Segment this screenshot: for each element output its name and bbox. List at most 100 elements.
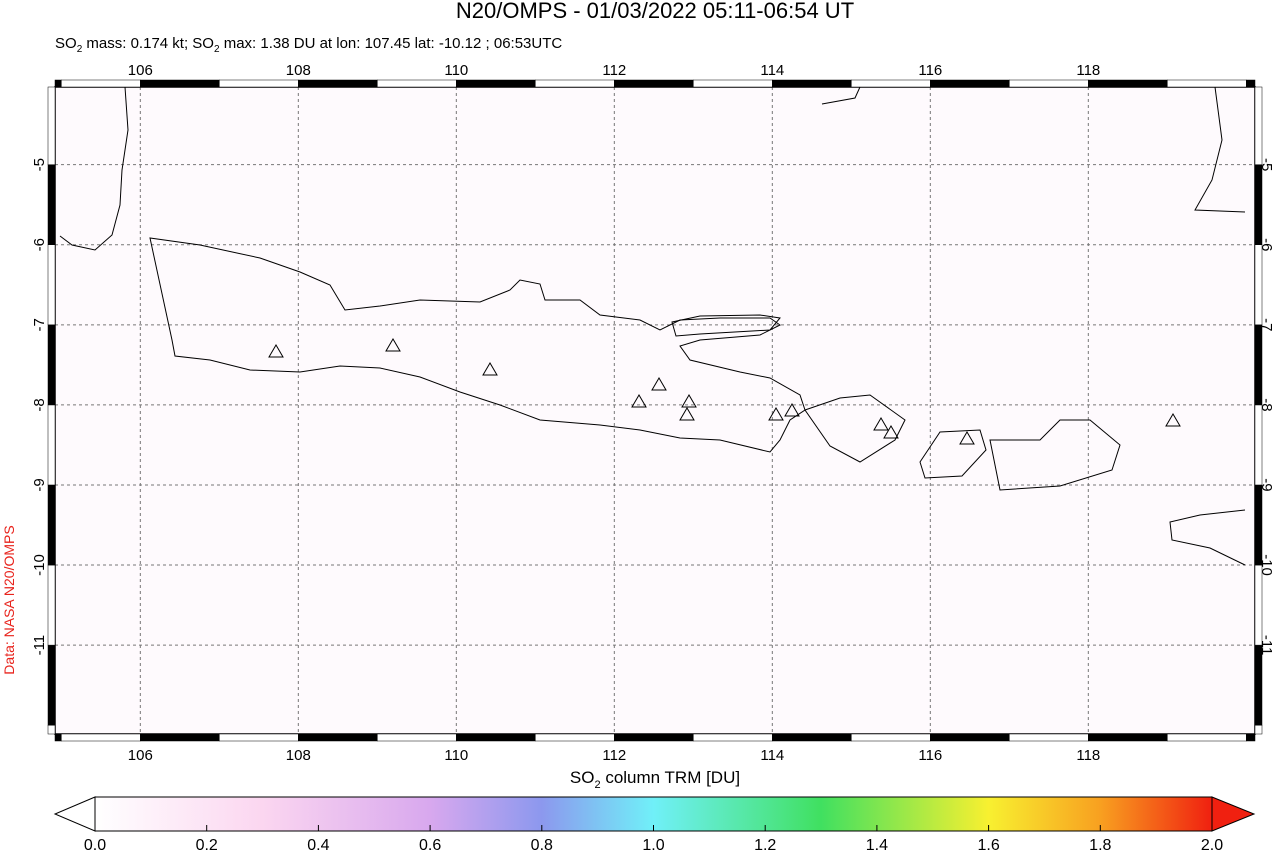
colorbar-over xyxy=(1211,796,1256,832)
frame-bar xyxy=(456,733,536,742)
colorbar-under xyxy=(53,796,96,832)
sumatra xyxy=(59,86,129,251)
y-tick-label: -10 xyxy=(1258,554,1272,576)
madura xyxy=(671,314,781,337)
frame-bar xyxy=(1167,733,1247,742)
frame-bar xyxy=(377,79,457,88)
frame-bar xyxy=(47,244,56,326)
frame-bar xyxy=(298,733,378,742)
frame-bar xyxy=(1254,484,1263,566)
subtitle-sub: 2 xyxy=(77,44,83,55)
volcano xyxy=(651,377,667,391)
volcano xyxy=(873,417,889,431)
frame-bar xyxy=(298,79,378,88)
volcano xyxy=(784,403,800,417)
frame-bar xyxy=(140,79,220,88)
y-tick-label: -6 xyxy=(1258,238,1272,251)
volcano xyxy=(385,338,401,352)
y-tick-label: -11 xyxy=(31,635,48,656)
subtitle: SO2 mass: 0.174 kt; SO2 max: 1.38 DU at … xyxy=(55,35,562,55)
frame-bar xyxy=(772,733,852,742)
volcano xyxy=(883,425,899,439)
frame-bar xyxy=(1246,733,1256,742)
frame-bar xyxy=(930,733,1010,742)
volcano xyxy=(631,394,647,408)
frame-bar xyxy=(1254,244,1263,326)
x-tick-label: 118 xyxy=(1076,62,1100,79)
colorbar-label-part: column TRM [DU] xyxy=(601,768,741,787)
x-tick-label: 112 xyxy=(602,747,626,764)
volcano xyxy=(1165,413,1181,427)
frame-bar xyxy=(377,733,457,742)
x-tick-label: 116 xyxy=(918,62,942,79)
frame-bar xyxy=(54,79,62,88)
colorbar-tick-label: 1.8 xyxy=(1089,837,1111,853)
y-tick-label: -8 xyxy=(31,398,48,411)
colorbar-tick-label: 0.2 xyxy=(196,837,218,853)
coastlines xyxy=(59,86,1246,566)
colorbar-label-sub: 2 xyxy=(594,779,600,791)
x-tick-label: 110 xyxy=(444,62,468,79)
frame-bar xyxy=(1088,79,1168,88)
y-tick-label: -7 xyxy=(1258,318,1272,331)
x-tick-label: 116 xyxy=(918,747,942,764)
volcanoes xyxy=(268,338,1181,445)
colorbar-tick-label: 1.4 xyxy=(866,837,888,853)
frame-bar xyxy=(930,79,1010,88)
y-tick-label: -11 xyxy=(1258,635,1272,656)
x-tick-label: 106 xyxy=(128,747,153,764)
frame-bar xyxy=(693,733,773,742)
subtitle-part: max: 1.38 DU at lon: 107.45 lat: -10.12 … xyxy=(220,35,563,52)
y-tick-label: -7 xyxy=(31,318,48,331)
y-tick-label: -5 xyxy=(31,158,48,171)
volcano xyxy=(768,407,784,421)
frame-bar xyxy=(535,79,615,88)
sumba-flores xyxy=(1169,509,1246,566)
y-tick-label: -9 xyxy=(31,478,48,491)
volcano xyxy=(482,362,498,376)
frame-bar xyxy=(772,79,852,88)
subtitle-part: mass: 0.174 kt; SO xyxy=(82,35,214,52)
axes: 106 106 108 108 110 110 112 112 114 114 116 116 118 1… xyxy=(31,62,1272,764)
frame-bar xyxy=(1009,733,1089,742)
volcano xyxy=(679,407,695,421)
colorbar-tick-label: 0.0 xyxy=(84,837,106,853)
frame-bar xyxy=(54,733,62,742)
frame-bar xyxy=(47,324,56,406)
colorbar-tick-label: 1.2 xyxy=(754,837,776,853)
frame-bar xyxy=(1254,324,1263,406)
x-tick-label: 114 xyxy=(760,62,784,79)
frame-bar xyxy=(851,79,931,88)
frame-bar xyxy=(1254,86,1263,165)
frame-bar xyxy=(47,484,56,566)
frame-bar xyxy=(47,404,56,486)
frame-bar xyxy=(219,733,299,742)
frame-bar xyxy=(1254,564,1263,646)
frame-bar xyxy=(1254,644,1263,726)
colorbar-tick-label: 0.4 xyxy=(307,837,329,853)
colorbar-tick-label: 2.0 xyxy=(1201,837,1223,853)
frame-bar xyxy=(61,733,141,742)
map-area xyxy=(55,87,1255,734)
y-tick-label: -8 xyxy=(1258,398,1272,411)
colorbar-tick-label: 1.6 xyxy=(977,837,999,853)
sulawesi xyxy=(1194,86,1246,213)
frame-bar xyxy=(614,79,694,88)
title: N20/OMPS - 01/03/2022 05:11-06:54 UT xyxy=(456,0,854,23)
frame-bar xyxy=(1254,164,1263,245)
frame-bar xyxy=(1254,724,1263,735)
frame-bar xyxy=(140,733,220,742)
lombok xyxy=(919,429,987,479)
sumbawa xyxy=(989,419,1121,491)
java xyxy=(149,237,806,453)
frame-bar xyxy=(535,733,615,742)
colorbar-tick-label: 0.8 xyxy=(531,837,553,853)
frame-bar xyxy=(693,79,773,88)
frame-bar xyxy=(47,724,56,735)
colorbar-ticks: 0.0 0.2 0.4 0.6 0.8 1.0 1.2 1.4 1.6 1.8 2.0 xyxy=(84,825,1223,854)
x-tick-label: 108 xyxy=(286,62,311,79)
colorbar-tick-label: 1.0 xyxy=(642,837,664,853)
volcano xyxy=(959,431,975,445)
frame-bar xyxy=(47,564,56,646)
